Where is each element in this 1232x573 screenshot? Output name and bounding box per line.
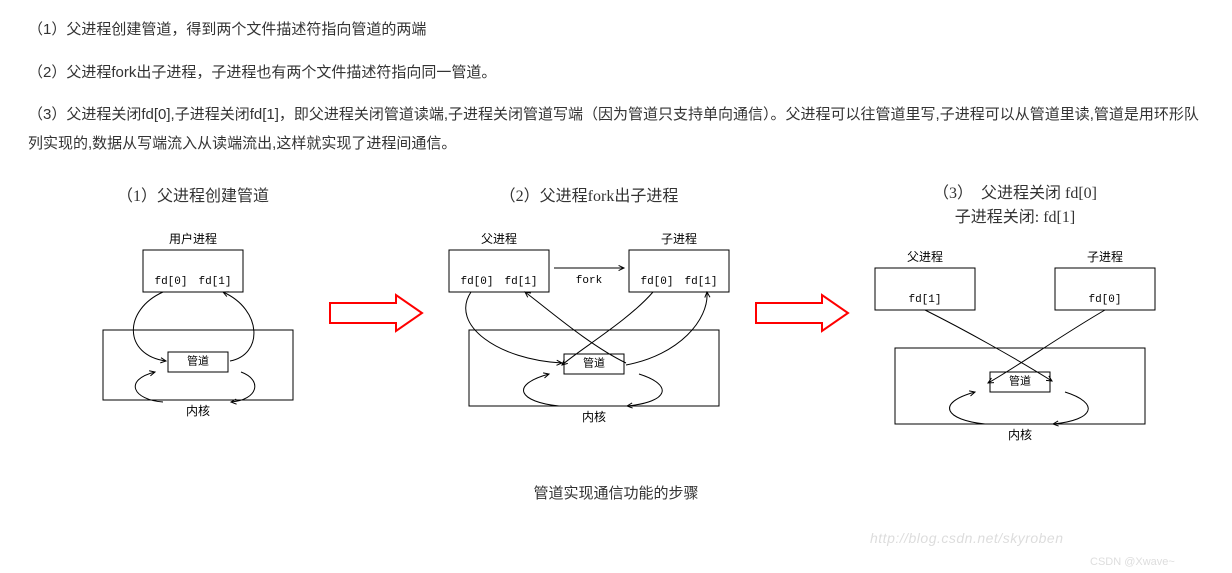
svg-text:管道: 管道 — [1009, 374, 1031, 388]
svg-text:子进程: 子进程 — [1087, 249, 1123, 264]
step-1-text: （1）父进程创建管道，得到两个文件描述符指向管道的两端 — [28, 16, 1204, 45]
svg-text:fd[1]: fd[1] — [504, 276, 537, 288]
step-2-text: （2）父进程fork出子进程，子进程也有两个文件描述符指向同一管道。 — [28, 59, 1204, 88]
arrow-2 — [754, 178, 850, 333]
svg-text:内核: 内核 — [186, 404, 210, 418]
panel-3-title-l1: （3） 父进程关闭 fd[0] — [933, 185, 1097, 202]
diagram-3-svg: 父进程 fd[1] 子进程 fd[0] 管道内核 — [855, 248, 1175, 458]
panel-2-title: （2）父进程fork出子进程 — [500, 182, 679, 212]
panel-1-title: （1）父进程创建管道 — [117, 182, 269, 212]
svg-text:fd[0]: fd[0] — [640, 276, 673, 288]
svg-text:内核: 内核 — [582, 410, 606, 424]
arrow-1 — [328, 178, 424, 333]
svg-text:fd[0]: fd[0] — [154, 276, 187, 288]
diagram-2-svg: 父进程 fd[0] fd[1] 子进程 fd[0] fd[1] 管道内核 fork — [429, 230, 749, 440]
svg-text:fd[1]: fd[1] — [908, 294, 941, 306]
diagram-1-svg: 用户进程 fd[0] fd[1] 管道内核 — [63, 230, 323, 440]
svg-text:内核: 内核 — [1008, 428, 1032, 442]
panel-2: （2）父进程fork出子进程 父进程 fd[0] fd[1] 子进程 fd[0] fd[1… — [424, 178, 754, 440]
panel-3: （3） 父进程关闭 fd[0] 子进程关闭: fd[1] 父进程 fd[1] 子进程… — [850, 178, 1180, 458]
svg-text:管道: 管道 — [187, 354, 209, 368]
watermark-url: http://blog.csdn.net/skyroben — [870, 525, 1064, 552]
svg-text:父进程: 父进程 — [907, 249, 943, 264]
svg-text:fork: fork — [576, 275, 603, 287]
svg-text:fd[1]: fd[1] — [198, 276, 231, 288]
svg-text:fd[0]: fd[0] — [1088, 294, 1121, 306]
panel-3-title: （3） 父进程关闭 fd[0] 子进程关闭: fd[1] — [933, 182, 1097, 230]
svg-text:管道: 管道 — [583, 356, 605, 370]
svg-text:fd[0]: fd[0] — [460, 276, 493, 288]
diagram-row: （1）父进程创建管道 用户进程 fd[0] fd[1] 管道内核 （2）父进程fork… — [28, 178, 1204, 458]
svg-text:父进程: 父进程 — [481, 231, 517, 246]
svg-text:fd[1]: fd[1] — [684, 276, 717, 288]
diagram-caption: 管道实现通信功能的步骤 — [28, 480, 1204, 509]
svg-text:用户进程: 用户进程 — [169, 231, 217, 246]
panel-1: （1）父进程创建管道 用户进程 fd[0] fd[1] 管道内核 — [58, 178, 328, 440]
step-3-text: （3）父进程关闭fd[0],子进程关闭fd[1]，即父进程关闭管道读端,子进程关… — [28, 101, 1204, 158]
panel-3-title-l2: 子进程关闭: fd[1] — [955, 209, 1075, 226]
svg-text:子进程: 子进程 — [661, 231, 697, 246]
watermark-site: CSDN @Xwave~ — [1090, 552, 1175, 573]
